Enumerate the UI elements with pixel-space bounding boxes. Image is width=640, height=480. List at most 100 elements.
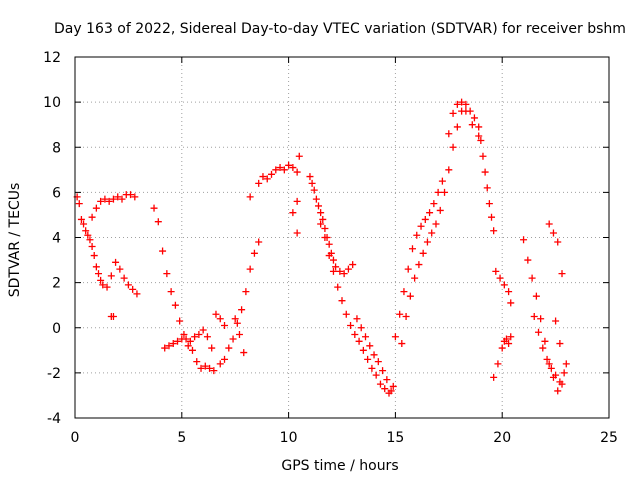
data-point — [92, 204, 100, 212]
data-point — [332, 263, 340, 271]
data-point — [477, 136, 485, 144]
data-point — [357, 324, 365, 332]
data-point — [383, 376, 391, 384]
data-point — [488, 213, 496, 221]
data-point — [321, 224, 329, 232]
data-point — [235, 331, 243, 339]
data-point — [421, 215, 429, 223]
data-point — [398, 340, 406, 348]
data-point — [293, 229, 301, 237]
data-point — [229, 335, 237, 343]
data-point — [233, 319, 241, 327]
data-point — [310, 186, 318, 194]
data-point — [462, 100, 470, 108]
data-point — [107, 272, 115, 280]
data-point — [556, 340, 564, 348]
data-point — [372, 371, 380, 379]
data-point — [325, 252, 333, 260]
data-point — [319, 215, 327, 223]
data-point — [351, 331, 359, 339]
data-point — [191, 333, 199, 341]
data-point — [242, 288, 250, 296]
x-tick-label: 15 — [386, 430, 404, 446]
data-point — [272, 166, 280, 174]
y-tick-label: 2 — [52, 276, 61, 292]
data-point — [221, 355, 229, 363]
data-point — [268, 170, 276, 178]
data-point — [116, 265, 124, 273]
data-point — [86, 236, 94, 244]
data-point — [364, 355, 372, 363]
data-point — [97, 276, 105, 284]
data-point — [492, 267, 500, 275]
data-point — [453, 100, 461, 108]
data-point — [406, 292, 414, 300]
data-point — [317, 209, 325, 217]
data-point — [238, 306, 246, 314]
data-point — [417, 222, 425, 230]
data-point — [94, 270, 102, 278]
data-point — [481, 168, 489, 176]
data-point — [109, 312, 117, 320]
x-axis-label: GPS time / hours — [281, 458, 398, 474]
data-point — [295, 152, 303, 160]
y-tick-label: -2 — [47, 366, 61, 382]
data-point — [485, 200, 493, 208]
data-point — [329, 256, 337, 264]
data-point — [404, 265, 412, 273]
data-point — [127, 191, 135, 199]
y-tick-label: 6 — [52, 185, 61, 201]
data-point — [99, 281, 107, 289]
data-point — [528, 274, 536, 282]
data-point — [483, 184, 491, 192]
data-point — [131, 193, 139, 201]
data-point — [496, 274, 504, 282]
data-point — [289, 164, 297, 172]
data-point — [120, 274, 128, 282]
data-point — [193, 358, 201, 366]
data-point — [505, 288, 513, 296]
data-point — [103, 283, 111, 291]
data-point — [212, 310, 220, 318]
data-point — [82, 227, 90, 235]
data-point — [336, 267, 344, 275]
data-point — [201, 362, 209, 370]
data-point — [415, 261, 423, 269]
data-point — [381, 385, 389, 393]
data-point — [490, 227, 498, 235]
data-point — [75, 200, 83, 208]
data-point — [349, 261, 357, 269]
data-point — [391, 333, 399, 341]
data-point — [532, 292, 540, 300]
data-point — [419, 249, 427, 257]
data-point — [182, 335, 190, 343]
data-point — [169, 340, 177, 348]
data-point — [195, 331, 203, 339]
grid — [75, 57, 609, 418]
data-point — [423, 238, 431, 246]
data-point — [255, 238, 263, 246]
data-point — [342, 310, 350, 318]
data-point — [293, 168, 301, 176]
data-point — [411, 274, 419, 282]
data-point — [216, 360, 224, 368]
data-point — [402, 312, 410, 320]
data-point — [165, 342, 173, 350]
data-point — [308, 179, 316, 187]
data-point — [361, 333, 369, 341]
data-point — [240, 349, 248, 357]
data-point — [325, 240, 333, 248]
data-point — [520, 236, 528, 244]
data-point — [197, 364, 205, 372]
data-point — [413, 231, 421, 239]
data-point — [109, 195, 117, 203]
data-point — [479, 152, 487, 160]
data-point — [558, 270, 566, 278]
data-point — [537, 315, 545, 323]
data-point — [379, 367, 387, 375]
data-point — [112, 258, 120, 266]
data-point — [396, 310, 404, 318]
data-point — [208, 344, 216, 352]
data-point — [259, 173, 267, 181]
data-point — [376, 380, 384, 388]
